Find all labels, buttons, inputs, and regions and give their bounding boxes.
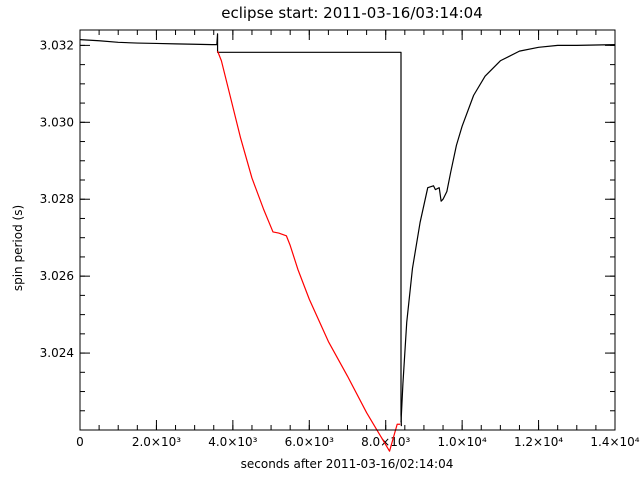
y-tick-label: 3.028 [40,192,74,206]
x-tick-label: 2.0×10³ [132,435,181,449]
x-tick-label: 1.0×10⁴ [438,435,487,449]
series-line-3 [400,44,616,423]
x-tick-label: 4.0×10³ [208,435,257,449]
x-tick-label: 6.0×10³ [285,435,334,449]
x-tick-label: 0 [76,435,84,449]
chart-title: eclipse start: 2011-03-16/03:14:04 [221,4,483,22]
y-tick-label: 3.024 [40,346,74,360]
y-axis-label: spin period (s) [11,205,25,291]
axis-ticks: 0 2.0×10³ 4.0×10³ 6.0×10³ 8.0×10³ 1.0×10⁴ 1.2×… [40,30,640,449]
x-axis-label: seconds after 2011-03-16/02:14:04 [241,457,454,471]
x-tick-label: 1.4×10⁴ [590,435,639,449]
plot-frame [79,29,616,431]
y-tick-label: 3.032 [40,38,74,52]
y-tick-label: 3.030 [40,115,74,129]
series-line-1 [79,33,402,427]
series-line-2 [217,50,401,452]
y-tick-label: 3.026 [40,269,74,283]
x-tick-label: 8.0×10³ [361,435,410,449]
plot-lines [79,33,616,452]
x-tick-label: 1.2×10⁴ [514,435,563,449]
